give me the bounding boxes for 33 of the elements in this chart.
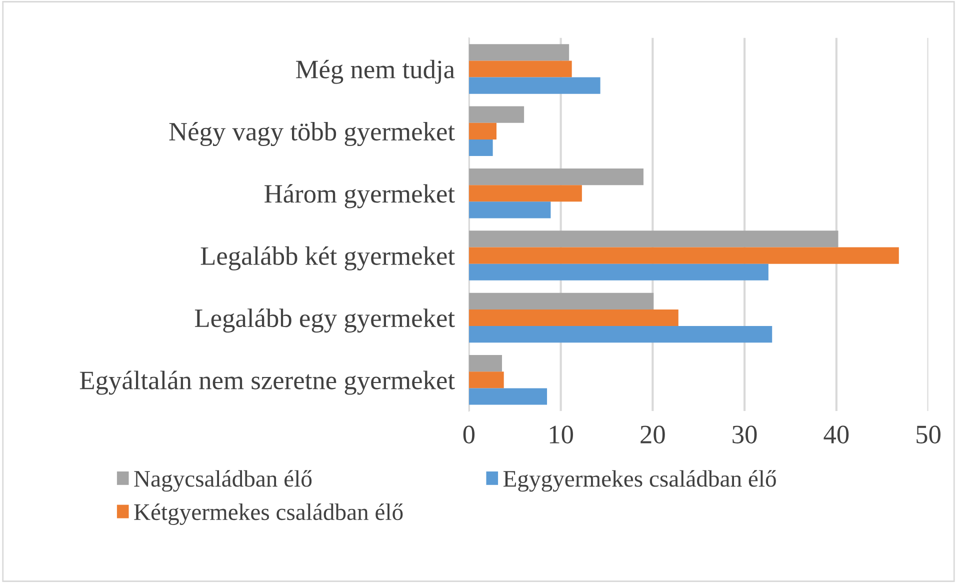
y-tick-label: Legalább egy gyermeket <box>194 308 455 333</box>
bar <box>468 230 838 248</box>
bar <box>468 388 548 405</box>
bar <box>468 60 572 78</box>
bar <box>468 185 582 202</box>
x-tick-label: 10 <box>550 426 573 444</box>
legend-label: Kétgyermekes családban élő <box>134 503 403 525</box>
legend-label: Egygyermekes családban élő <box>503 470 776 492</box>
y-tick-label: Legalább két gyermeket <box>200 246 455 270</box>
bar <box>468 355 502 372</box>
bar <box>468 372 504 388</box>
x-tick-label: 20 <box>640 426 665 444</box>
bar <box>468 122 496 140</box>
legend-label: Nagycsaládban élő <box>134 470 312 492</box>
bar <box>468 168 644 186</box>
bar <box>468 264 768 280</box>
bar <box>468 106 524 123</box>
bar <box>468 309 678 326</box>
bar <box>468 247 899 264</box>
bar <box>468 139 493 156</box>
y-tick-label: Egyáltalán nem szeretne gyermeket <box>80 370 455 395</box>
bar <box>468 202 551 218</box>
bar <box>468 77 600 94</box>
y-tick-label: Még nem tudja <box>296 60 455 84</box>
x-tick-label: 30 <box>732 426 757 444</box>
y-tick-label: Négy vagy több gyermeket <box>169 122 455 146</box>
x-tick-label: 0 <box>463 426 475 444</box>
x-tick-label: 50 <box>916 426 940 444</box>
bar <box>468 44 570 61</box>
bar <box>468 326 772 343</box>
y-tick-label: Három gyermeket <box>264 184 455 208</box>
x-tick-label: 40 <box>824 426 849 444</box>
bar <box>468 292 654 310</box>
